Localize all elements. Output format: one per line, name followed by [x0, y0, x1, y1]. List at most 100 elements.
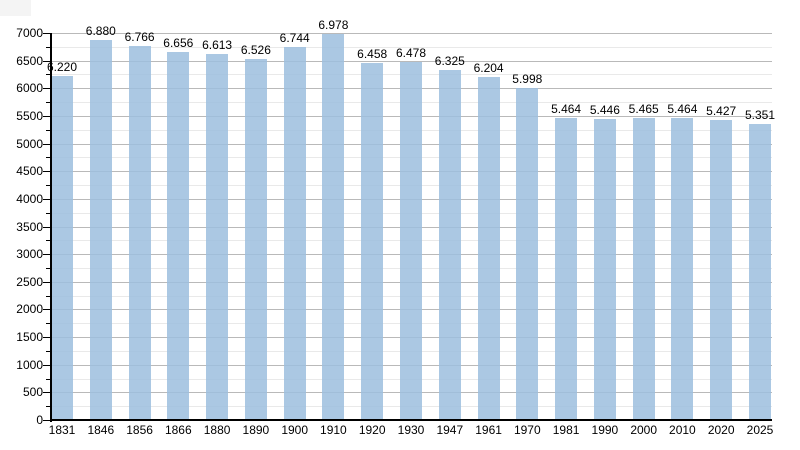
y-axis-tick: [46, 240, 51, 241]
y-axis-tick-label: 6000: [16, 81, 43, 95]
y-axis-tick: [43, 199, 51, 200]
bar-value-label: 6.204: [473, 61, 504, 75]
x-axis-tick-label: 1856: [126, 423, 153, 437]
bar-value-label: 6.766: [124, 29, 155, 44]
bar-value-label: 6.526: [240, 43, 271, 58]
y-axis-tick-label: 2500: [16, 275, 43, 289]
bar: [516, 88, 539, 420]
x-axis-tick-label: 1961: [475, 423, 502, 437]
y-axis-tick: [46, 323, 51, 324]
y-axis-tick: [46, 406, 51, 407]
bar-value-label: 5.998: [512, 72, 543, 87]
y-axis-tick-label: 5500: [16, 109, 43, 123]
bar: [89, 39, 112, 420]
x-axis-tick-label: 1880: [203, 423, 231, 437]
y-axis-tick: [43, 171, 51, 172]
bar-value-label: 6.656: [163, 36, 194, 50]
y-axis-tick: [43, 33, 51, 34]
y-axis-tick-label: 2000: [16, 302, 43, 316]
bar: [244, 59, 267, 420]
y-axis-tick: [43, 88, 51, 89]
bar: [749, 124, 771, 420]
y-axis-tick-label: 500: [22, 385, 43, 399]
bar-value-label: 6.880: [85, 23, 116, 38]
bar-value-label: 5.446: [589, 102, 620, 117]
x-axis-tick-label: 1981: [552, 423, 580, 437]
bar-value-label: 6.458: [357, 47, 388, 61]
y-axis-tick: [46, 130, 51, 131]
bar: [167, 52, 190, 420]
bar-value-label: 5.465: [628, 101, 659, 116]
bar: [710, 120, 733, 420]
y-axis-tick: [46, 351, 51, 352]
y-axis-tick: [46, 47, 51, 48]
y-axis-tick: [43, 227, 51, 228]
y-axis-tick: [46, 379, 51, 380]
y-axis-tick: [43, 365, 51, 366]
gridline-major: [51, 61, 772, 62]
y-axis-tick: [43, 254, 51, 255]
gridline-major: [51, 33, 772, 34]
bar: [400, 61, 422, 420]
x-axis-tick-label: 1990: [591, 423, 619, 437]
y-axis-tick: [43, 309, 51, 310]
x-axis-tick-label: 2025: [746, 423, 774, 437]
bar-value-label: 6.220: [46, 60, 78, 75]
y-axis-tick-label: 4000: [16, 192, 43, 206]
bar: [206, 54, 229, 420]
bar: [322, 34, 345, 420]
bar-value-label: 5.427: [706, 104, 737, 118]
y-axis-tick-label: 5000: [16, 137, 43, 151]
x-axis-tick-label: 1900: [281, 423, 309, 437]
y-axis-tick-label: 3500: [16, 220, 43, 234]
bar-value-label: 5.351: [744, 108, 776, 123]
y-axis-tick-label: 1000: [16, 358, 43, 372]
y-axis-tick-label: 1500: [16, 330, 43, 344]
y-axis-tick: [46, 268, 51, 269]
bar: [555, 117, 578, 420]
y-axis-tick: [46, 157, 51, 158]
y-axis-tick: [43, 337, 51, 338]
bar: [51, 76, 73, 420]
y-axis-tick: [46, 102, 51, 103]
y-axis-tick: [46, 74, 51, 75]
y-axis-tick-label: 7000: [16, 26, 43, 40]
y-axis-tick: [43, 116, 51, 117]
x-axis-tick-label: 1920: [358, 423, 386, 437]
y-axis-tick: [46, 296, 51, 297]
y-axis-tick-label: 0: [36, 413, 43, 427]
bar: [128, 45, 151, 420]
y-axis-tick: [43, 61, 51, 62]
y-axis-tick: [46, 213, 51, 214]
bar-value-label: 6.744: [279, 31, 310, 46]
y-axis-tick: [43, 282, 51, 283]
corner-artifact: [0, 0, 31, 16]
bar-value-label: 5.464: [667, 101, 698, 116]
y-axis-tick: [43, 392, 51, 393]
y-axis-tick: [43, 420, 51, 421]
y-axis-tick-label: 3000: [16, 247, 43, 261]
y-axis-tick-label: 4500: [16, 164, 43, 178]
bar: [671, 117, 694, 420]
bar: [593, 118, 616, 420]
x-axis-tick-label: 2000: [630, 423, 658, 437]
y-axis-tick: [46, 185, 51, 186]
y-axis-line: [50, 33, 52, 422]
bar: [438, 70, 461, 420]
x-axis-tick-label: 1930: [397, 423, 425, 437]
bar-value-label: 5.464: [551, 101, 582, 116]
x-axis-line: [50, 419, 772, 421]
x-axis-tick-label: 1866: [164, 423, 192, 437]
x-axis-tick-label: 1910: [320, 423, 347, 437]
bar-value-label: 6.325: [434, 54, 465, 69]
bar-value-label: 6.478: [395, 45, 427, 60]
bar: [283, 47, 306, 420]
bar: [477, 77, 500, 420]
bar: [361, 63, 384, 420]
y-axis-tick-label: 6500: [16, 54, 43, 68]
y-axis-tick: [43, 144, 51, 145]
x-axis-tick-label: 2020: [707, 423, 735, 437]
x-axis-tick-label: 1831: [48, 423, 76, 437]
x-axis-tick-label: 1890: [242, 423, 270, 437]
